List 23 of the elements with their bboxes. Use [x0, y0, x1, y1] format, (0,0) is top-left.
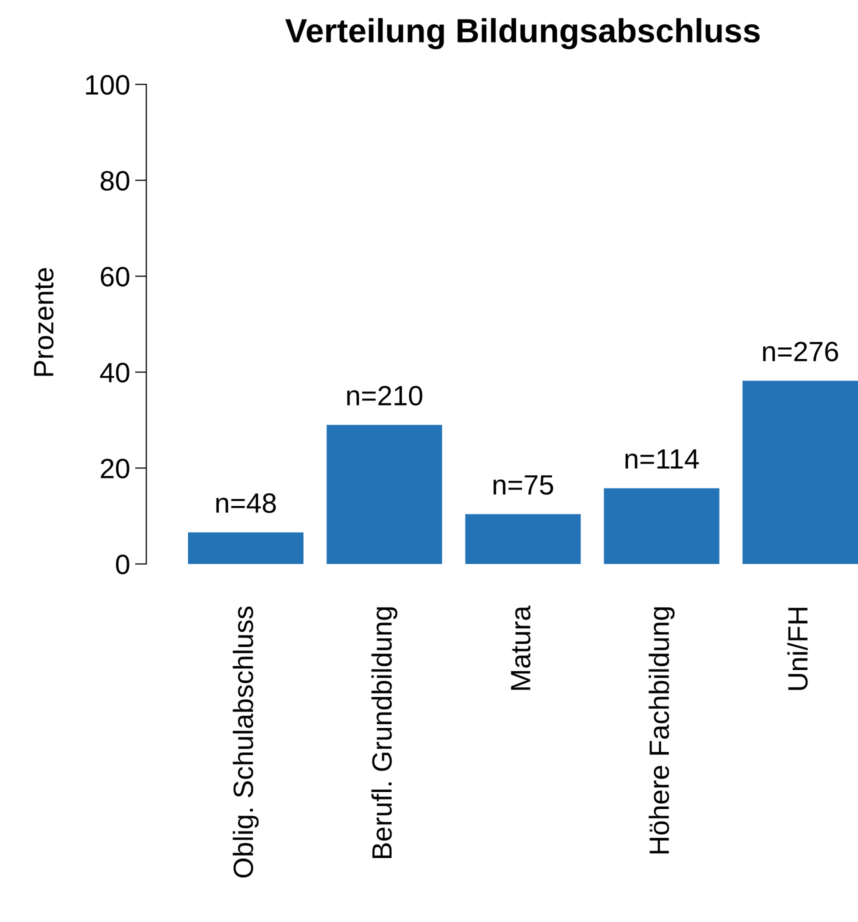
annotation: n=114 — [625, 449, 699, 469]
bar — [604, 488, 720, 564]
y-axis-title: Prozente — [34, 268, 54, 376]
x-tick-label: Uni/FH — [787, 608, 808, 690]
annotation: n=210 — [347, 386, 422, 406]
y-tick-label: 0 — [116, 554, 130, 574]
bar — [465, 514, 581, 564]
x-tick-label: Matura — [511, 606, 530, 690]
y-tick-label: 40 — [100, 362, 130, 382]
bar — [326, 424, 442, 564]
annotation: n=276 — [763, 342, 838, 362]
x-tick-label: Oblig. Schulabschluss — [232, 606, 259, 878]
x-tick-label: Höhere Fachbildung — [648, 607, 675, 854]
annotation: n=48 — [216, 493, 276, 513]
chart-title: Verteilung Bildungsabschluss — [285, 18, 760, 50]
y-tick-label: 100 — [86, 75, 130, 95]
annotation: n=75 — [494, 475, 554, 495]
y-tick-label: 20 — [100, 458, 130, 478]
bar — [742, 380, 858, 564]
bar — [188, 532, 304, 564]
y-tick-label: 60 — [100, 266, 130, 287]
x-tick-label: Berufl. Grundbildung — [371, 607, 398, 858]
y-tick-label: 80 — [100, 170, 130, 191]
